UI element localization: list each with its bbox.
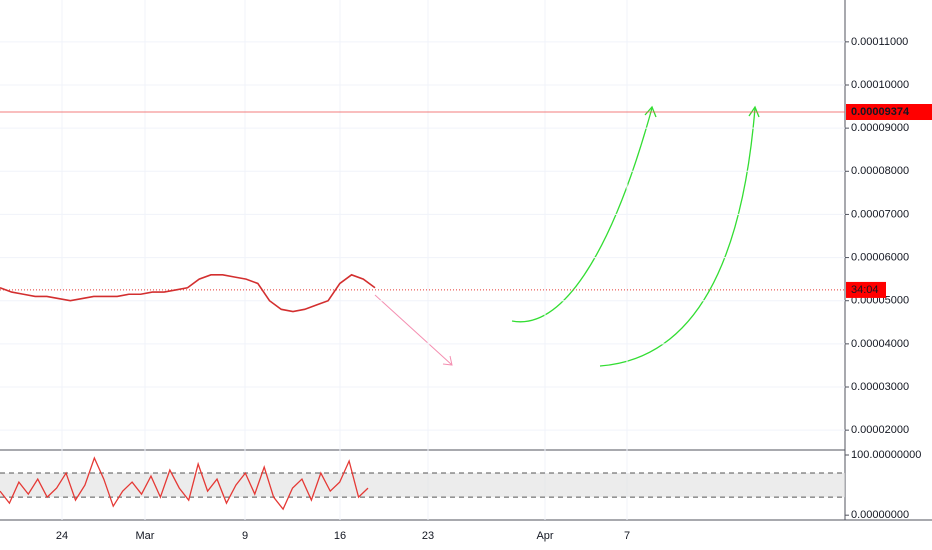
indicator-band bbox=[0, 473, 845, 498]
price-label-box bbox=[846, 104, 932, 121]
x-tick-label: Mar bbox=[136, 530, 155, 542]
y-tick-label: 0.00010000 bbox=[851, 79, 909, 91]
x-tick-label: Apr bbox=[536, 530, 553, 542]
down-arrow bbox=[374, 294, 453, 366]
x-tick-label: 16 bbox=[334, 530, 346, 542]
x-tick-label: 24 bbox=[56, 530, 68, 542]
y-tick-label: 0.00006000 bbox=[851, 251, 909, 263]
indicator-line bbox=[0, 456, 369, 511]
y-tick-label: 0.00002000 bbox=[851, 424, 909, 436]
projection-curve bbox=[599, 107, 756, 367]
y-tick-label: 0.00008000 bbox=[851, 165, 909, 177]
y-tick-label: 0.00009000 bbox=[851, 122, 909, 134]
y-tick-label: 0.00007000 bbox=[851, 208, 909, 220]
y-tick-label: 0.00004000 bbox=[851, 338, 909, 350]
countdown: 34:04 bbox=[851, 284, 879, 296]
x-tick-label: 23 bbox=[422, 530, 434, 542]
countdown-box bbox=[846, 281, 886, 298]
projection-curve bbox=[511, 107, 653, 323]
x-tick-label: 9 bbox=[242, 530, 248, 542]
price-series bbox=[0, 273, 376, 313]
price-label: 0.00009374 bbox=[851, 106, 910, 118]
x-tick-label: 7 bbox=[624, 530, 630, 542]
indicator-tick-label: 100.00000000 bbox=[851, 449, 921, 461]
arrow-head bbox=[748, 105, 760, 118]
y-tick-label: 0.00011000 bbox=[851, 36, 908, 48]
indicator-tick-label: 0.00000000 bbox=[851, 509, 909, 521]
y-tick-label: 0.00003000 bbox=[851, 381, 909, 393]
